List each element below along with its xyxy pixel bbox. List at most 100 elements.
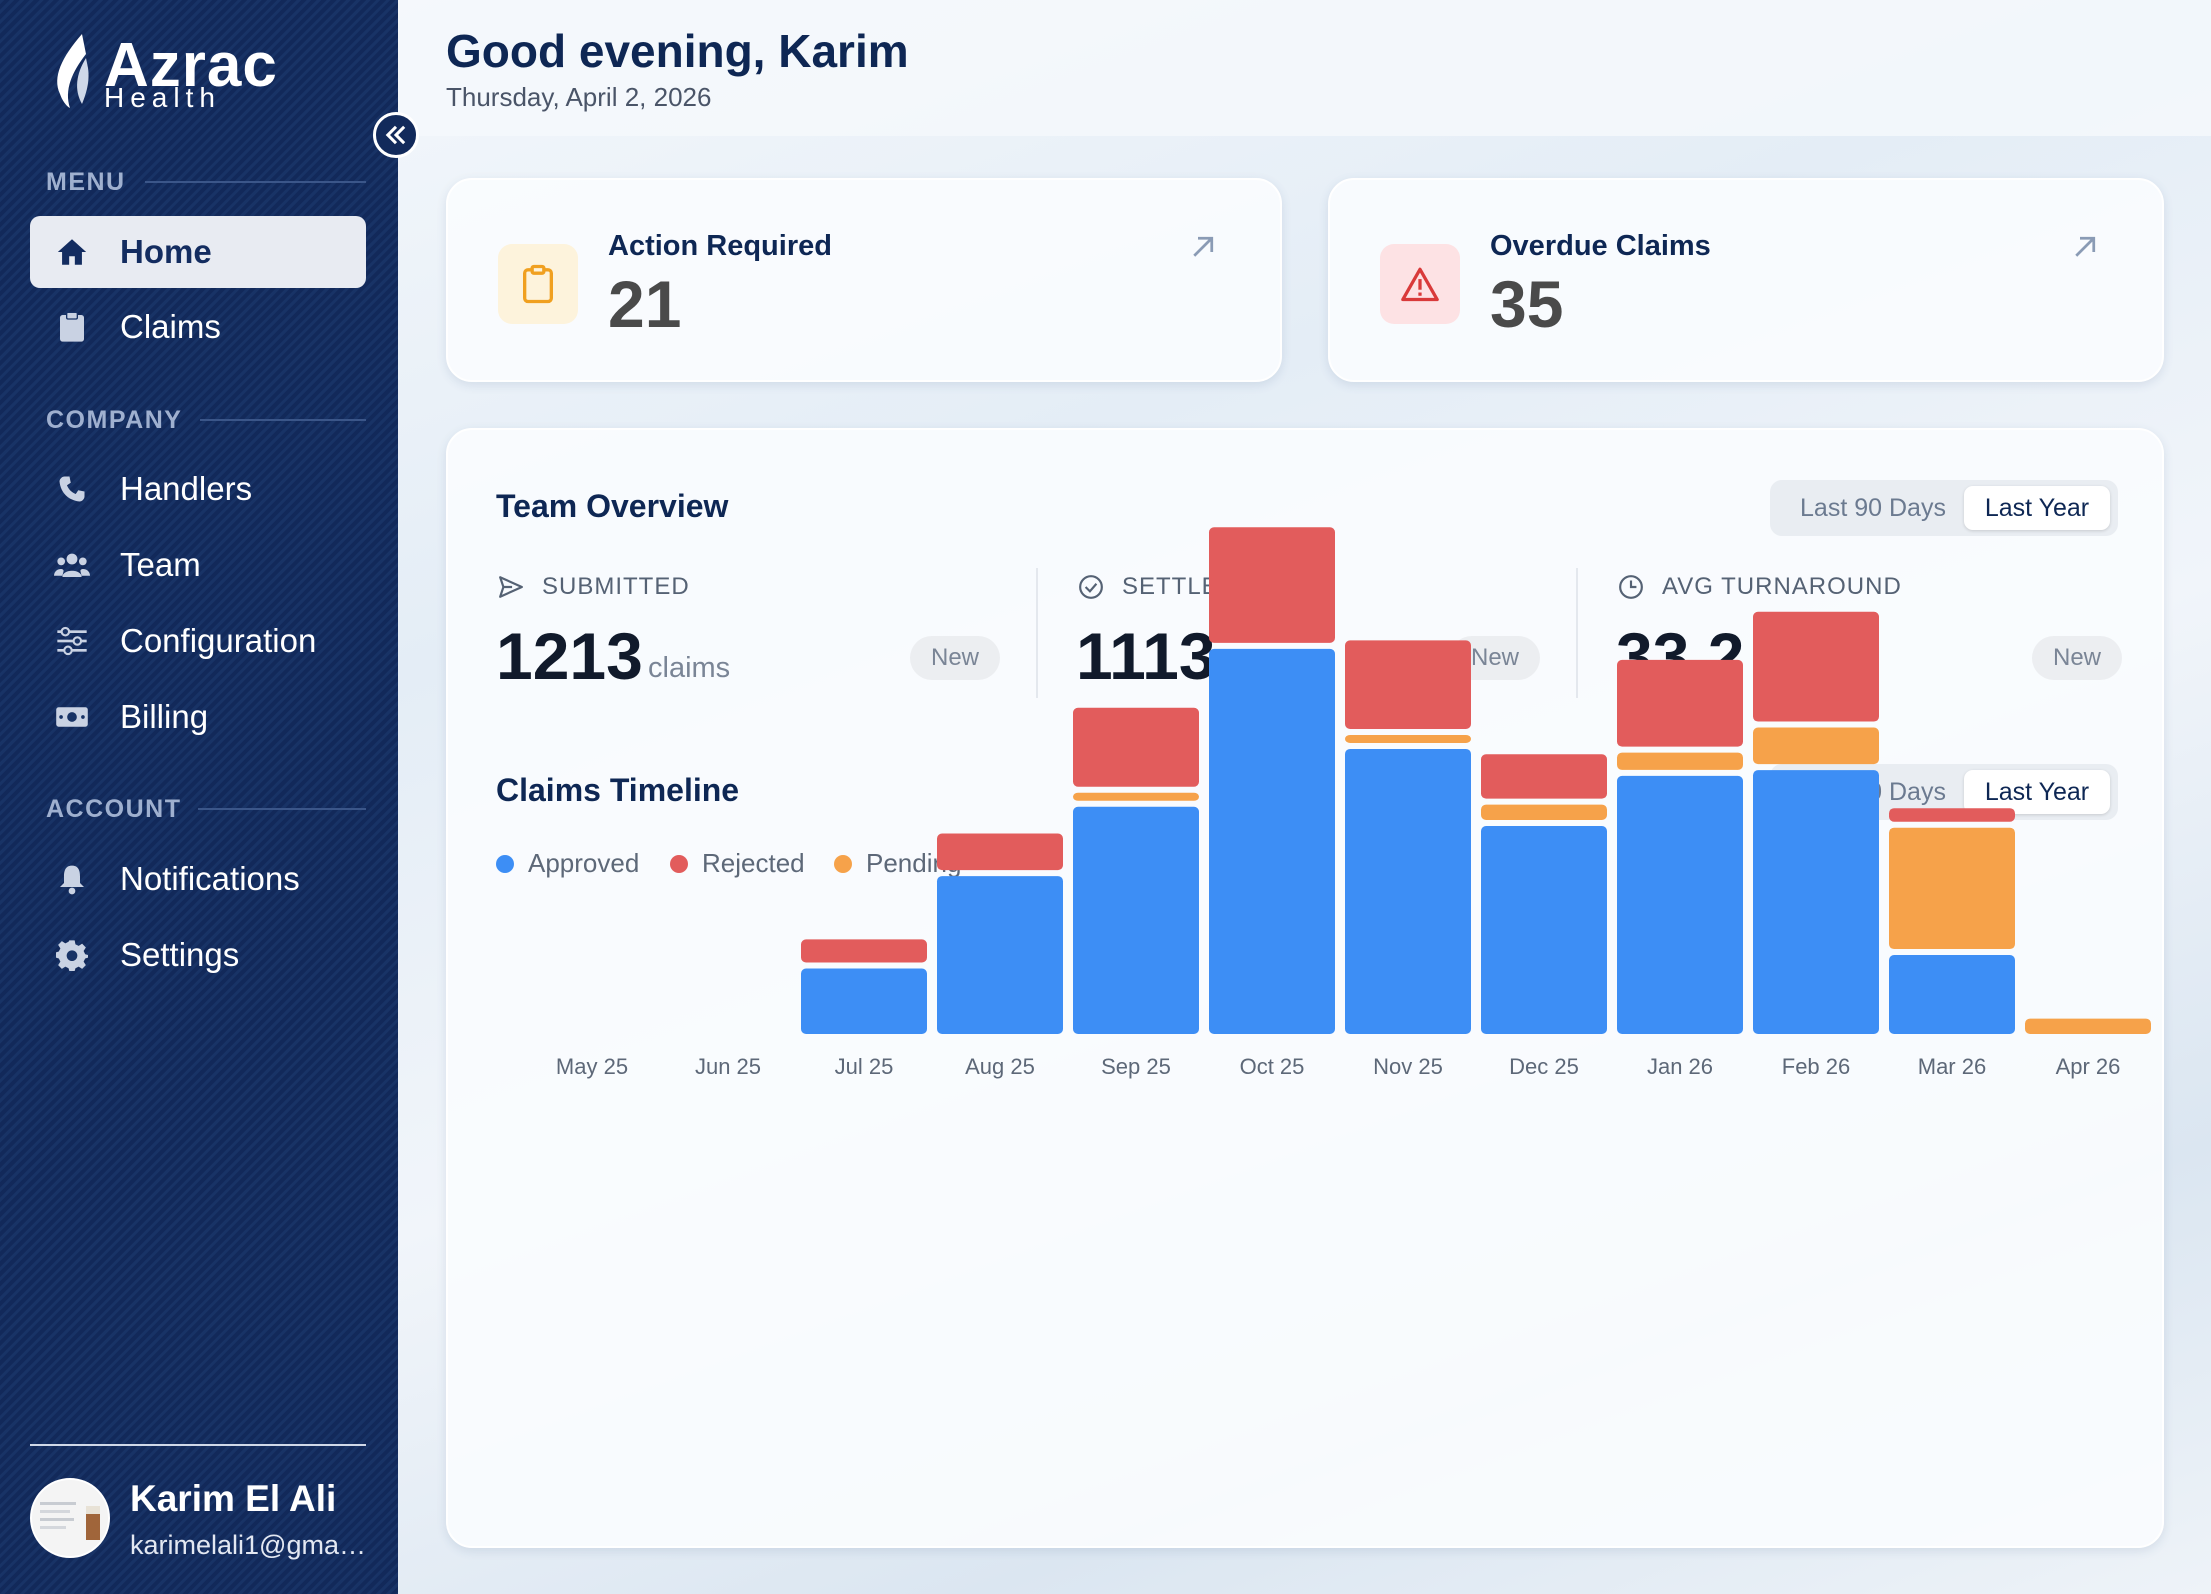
bar-rejected-nov-25[interactable] — [1345, 640, 1471, 729]
sidebar-item-label: Home — [120, 233, 212, 270]
range-option-90-days[interactable]: Last 90 Days — [1800, 494, 1946, 522]
legend-label: Rejected — [702, 848, 805, 878]
page-header: Good evening, Karim Thursday, April 2, 2… — [398, 0, 2211, 136]
sidebar: Azrac Health MENU Home Claims COMPANY Ha… — [0, 0, 398, 1594]
status-badge: New — [2032, 636, 2122, 680]
bar-rejected-oct-25[interactable] — [1209, 527, 1335, 643]
sidebar-item-handlers[interactable]: Handlers — [30, 453, 366, 525]
money-icon — [54, 699, 90, 735]
sidebar-item-home[interactable]: Home — [30, 216, 366, 288]
sidebar-item-billing[interactable]: Billing — [30, 681, 366, 753]
kpi-label: Overdue Claims — [1490, 230, 1711, 262]
range-option-last-year[interactable]: Last Year — [1964, 486, 2110, 530]
user-divider — [30, 1444, 366, 1446]
bar-rejected-jul-25[interactable] — [801, 939, 927, 963]
section-account: ACCOUNT — [46, 795, 182, 823]
x-tick-label: Nov 25 — [1373, 1054, 1443, 1079]
bell-icon — [54, 861, 90, 897]
stat-divider — [1576, 568, 1578, 698]
sidebar-item-team[interactable]: Team — [30, 529, 366, 601]
bar-approved-mar-26[interactable] — [1889, 955, 2015, 1034]
x-tick-label: Apr 26 — [2056, 1054, 2121, 1079]
bar-rejected-aug-25[interactable] — [937, 833, 1063, 871]
sidebar-item-label: Claims — [120, 308, 221, 345]
submitted-label-text: SUBMITTED — [542, 573, 690, 600]
bar-approved-jul-25[interactable] — [801, 968, 927, 1034]
sidebar-item-label: Configuration — [120, 622, 317, 659]
check-circle-icon — [1076, 572, 1106, 602]
bar-approved-nov-25[interactable] — [1345, 748, 1471, 1034]
bar-pending-dec-25[interactable] — [1481, 804, 1607, 820]
section-menu: MENU — [46, 168, 126, 196]
range-option-last-year[interactable]: Last Year — [1964, 770, 2110, 814]
bar-rejected-sep-25[interactable] — [1073, 707, 1199, 787]
send-icon — [496, 572, 526, 602]
user-email: karimelali1@gmail.... — [130, 1530, 370, 1560]
sliders-icon — [54, 623, 90, 659]
x-tick-label: Feb 26 — [1782, 1054, 1851, 1079]
brand-name: Azrac — [104, 31, 278, 100]
kpi-label: Action Required — [608, 230, 832, 262]
bar-rejected-dec-25[interactable] — [1481, 754, 1607, 799]
sidebar-item-configuration[interactable]: Configuration — [30, 605, 366, 677]
warning-icon — [1380, 244, 1460, 324]
bar-pending-mar-26[interactable] — [1889, 827, 2015, 950]
main-area: Good evening, Karim Thursday, April 2, 2… — [398, 0, 2211, 1594]
x-tick-label: Dec 25 — [1509, 1054, 1579, 1079]
kpi-card-action-required[interactable]: Action Required 21 — [446, 178, 1282, 382]
x-tick-label: Sep 25 — [1101, 1054, 1171, 1079]
sidebar-item-settings[interactable]: Settings — [30, 919, 366, 991]
kpi-value: 21 — [608, 267, 682, 341]
sidebar-item-label: Notifications — [120, 860, 300, 897]
avatar[interactable] — [30, 1478, 110, 1558]
kpi-card-overdue-claims[interactable]: Overdue Claims 35 — [1328, 178, 2164, 382]
section-company-line — [200, 419, 366, 421]
bar-approved-feb-26[interactable] — [1753, 770, 1879, 1034]
bar-pending-jan-26[interactable] — [1617, 752, 1743, 770]
bar-pending-apr-26[interactable] — [2025, 1018, 2151, 1034]
team-overview-range-toggle: Last 90 Days Last Year — [1770, 480, 2118, 536]
bar-rejected-jan-26[interactable] — [1617, 659, 1743, 747]
bar-rejected-feb-26[interactable] — [1753, 611, 1879, 722]
turnaround-label: AVG TURNAROUND — [1616, 572, 1902, 602]
legend-approved[interactable]: Approved — [496, 848, 639, 879]
submitted-label: SUBMITTED — [496, 572, 690, 602]
clipboard-icon — [498, 244, 578, 324]
x-tick-label: Mar 26 — [1918, 1054, 1986, 1079]
x-tick-label: Aug 25 — [965, 1054, 1035, 1079]
sidebar-item-claims[interactable]: Claims — [30, 291, 366, 363]
gear-icon — [54, 937, 90, 973]
sidebar-item-notifications[interactable]: Notifications — [30, 843, 366, 915]
current-date: Thursday, April 2, 2026 — [446, 82, 712, 112]
brand-logo[interactable]: Azrac Health — [52, 30, 302, 120]
sidebar-item-label: Billing — [120, 698, 209, 735]
bar-approved-dec-25[interactable] — [1481, 826, 1607, 1034]
kpi-value: 35 — [1490, 267, 1564, 341]
x-tick-label: Oct 25 — [1240, 1054, 1305, 1079]
user-name: Karim El Ali — [130, 1478, 337, 1519]
legend-dot-approved — [496, 854, 514, 873]
legend-rejected[interactable]: Rejected — [670, 848, 805, 879]
sidebar-item-label: Handlers — [120, 470, 253, 507]
bar-approved-oct-25[interactable] — [1209, 648, 1335, 1034]
arrow-up-right-icon[interactable] — [2070, 232, 2100, 271]
status-badge: New — [910, 636, 1000, 680]
sidebar-item-label: Team — [120, 546, 201, 583]
bar-rejected-mar-26[interactable] — [1889, 808, 2015, 822]
bar-pending-sep-25[interactable] — [1073, 792, 1199, 801]
arrow-up-right-icon[interactable] — [1188, 232, 1218, 271]
submitted-unit: claims — [648, 652, 731, 684]
collapse-sidebar-button[interactable] — [373, 112, 419, 158]
section-account-line — [198, 808, 366, 810]
bar-approved-jan-26[interactable] — [1617, 775, 1743, 1034]
brand-sub: Health — [104, 82, 221, 113]
bar-approved-aug-25[interactable] — [937, 876, 1063, 1034]
claims-timeline-chart: May 25 Jun 25 Jul 25 Aug 25 Sep 25 Oct 25 Nov … — [556, 527, 2151, 1079]
section-company: COMPANY — [46, 406, 183, 434]
bar-pending-nov-25[interactable] — [1345, 734, 1471, 743]
bar-pending-feb-26[interactable] — [1753, 727, 1879, 765]
bar-approved-sep-25[interactable] — [1073, 806, 1199, 1034]
section-menu-line — [145, 181, 366, 183]
stat-divider — [1036, 568, 1038, 698]
x-tick-label: Jan 26 — [1647, 1054, 1713, 1079]
